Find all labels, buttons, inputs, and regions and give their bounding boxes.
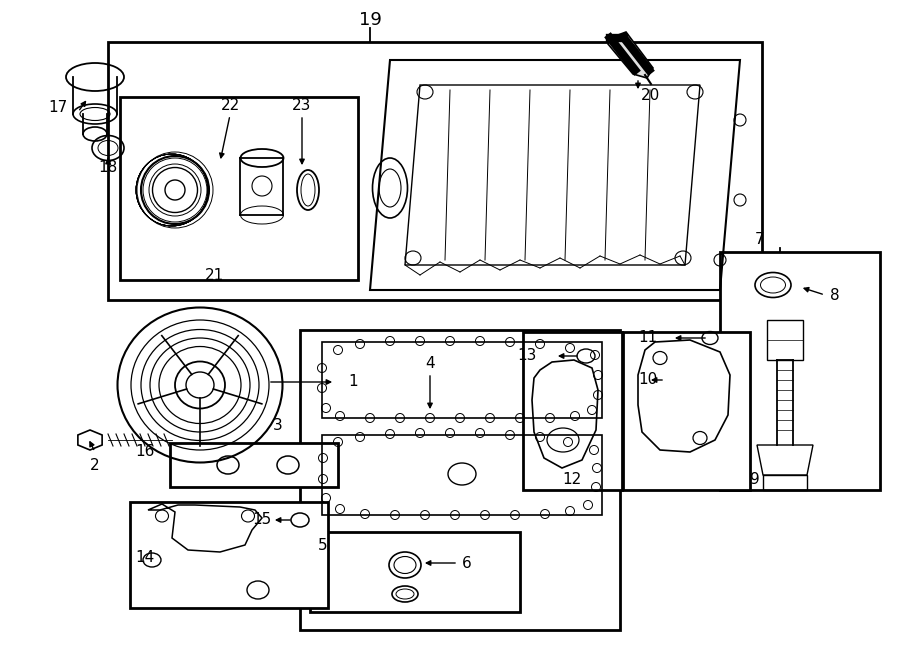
Text: 5: 5: [318, 537, 328, 553]
Text: 9: 9: [750, 473, 760, 488]
Text: 17: 17: [49, 100, 68, 114]
Bar: [108, 42, 762, 300]
Bar: [120, 97, 358, 280]
Text: 19: 19: [358, 11, 382, 29]
Text: 2: 2: [90, 457, 100, 473]
Text: 22: 22: [220, 98, 239, 114]
Text: 21: 21: [205, 268, 225, 284]
Text: 15: 15: [252, 512, 272, 527]
Bar: [170, 443, 338, 487]
Bar: [300, 330, 620, 630]
Bar: [130, 502, 328, 608]
Text: 11: 11: [638, 329, 658, 344]
Text: 6: 6: [462, 555, 472, 570]
Text: 3: 3: [274, 418, 283, 432]
Bar: [720, 252, 880, 490]
Text: 12: 12: [562, 473, 581, 488]
Text: 18: 18: [98, 161, 118, 176]
Text: 13: 13: [518, 348, 536, 362]
Text: 7: 7: [755, 233, 765, 247]
Polygon shape: [608, 32, 653, 78]
Text: 1: 1: [348, 375, 357, 389]
Bar: [310, 532, 520, 612]
Text: 16: 16: [136, 444, 155, 459]
Text: 10: 10: [638, 373, 658, 387]
Text: 23: 23: [292, 98, 311, 114]
Bar: [623, 332, 750, 490]
Bar: [523, 332, 622, 490]
Text: 20: 20: [641, 87, 660, 102]
Text: 4: 4: [425, 356, 435, 371]
Text: 8: 8: [830, 288, 840, 303]
Text: 14: 14: [135, 551, 154, 566]
